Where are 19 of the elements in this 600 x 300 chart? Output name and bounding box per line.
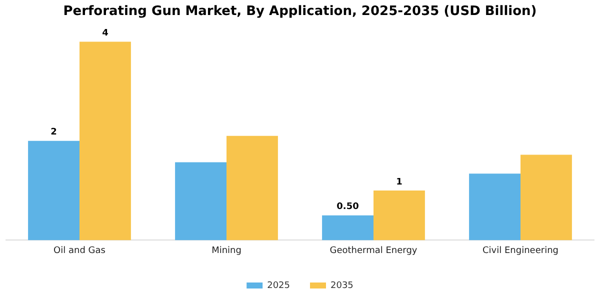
data-label: 2 — [50, 128, 57, 138]
x-tick-label: Geothermal Energy — [330, 246, 418, 256]
bar — [175, 162, 226, 240]
bar — [28, 140, 80, 240]
bar — [374, 190, 425, 240]
data-label: 1 — [396, 177, 402, 188]
x-tick-label: Mining — [212, 246, 242, 256]
x-tick-label: Oil and Gas — [54, 246, 106, 256]
legend-label: 2025 — [267, 280, 290, 291]
bar — [322, 215, 374, 240]
chart-title: Perforating Gun Market, By Application, 2025-2035 (USD Billion) — [63, 4, 537, 20]
bar — [469, 174, 520, 240]
legend-label: 2035 — [330, 280, 354, 291]
data-label: 4 — [102, 28, 108, 38]
bar — [226, 136, 278, 240]
data-label: 0.50 — [336, 202, 359, 212]
x-tick-label: Civil Engineering — [482, 246, 558, 256]
bar — [80, 42, 131, 240]
bar — [520, 154, 572, 240]
